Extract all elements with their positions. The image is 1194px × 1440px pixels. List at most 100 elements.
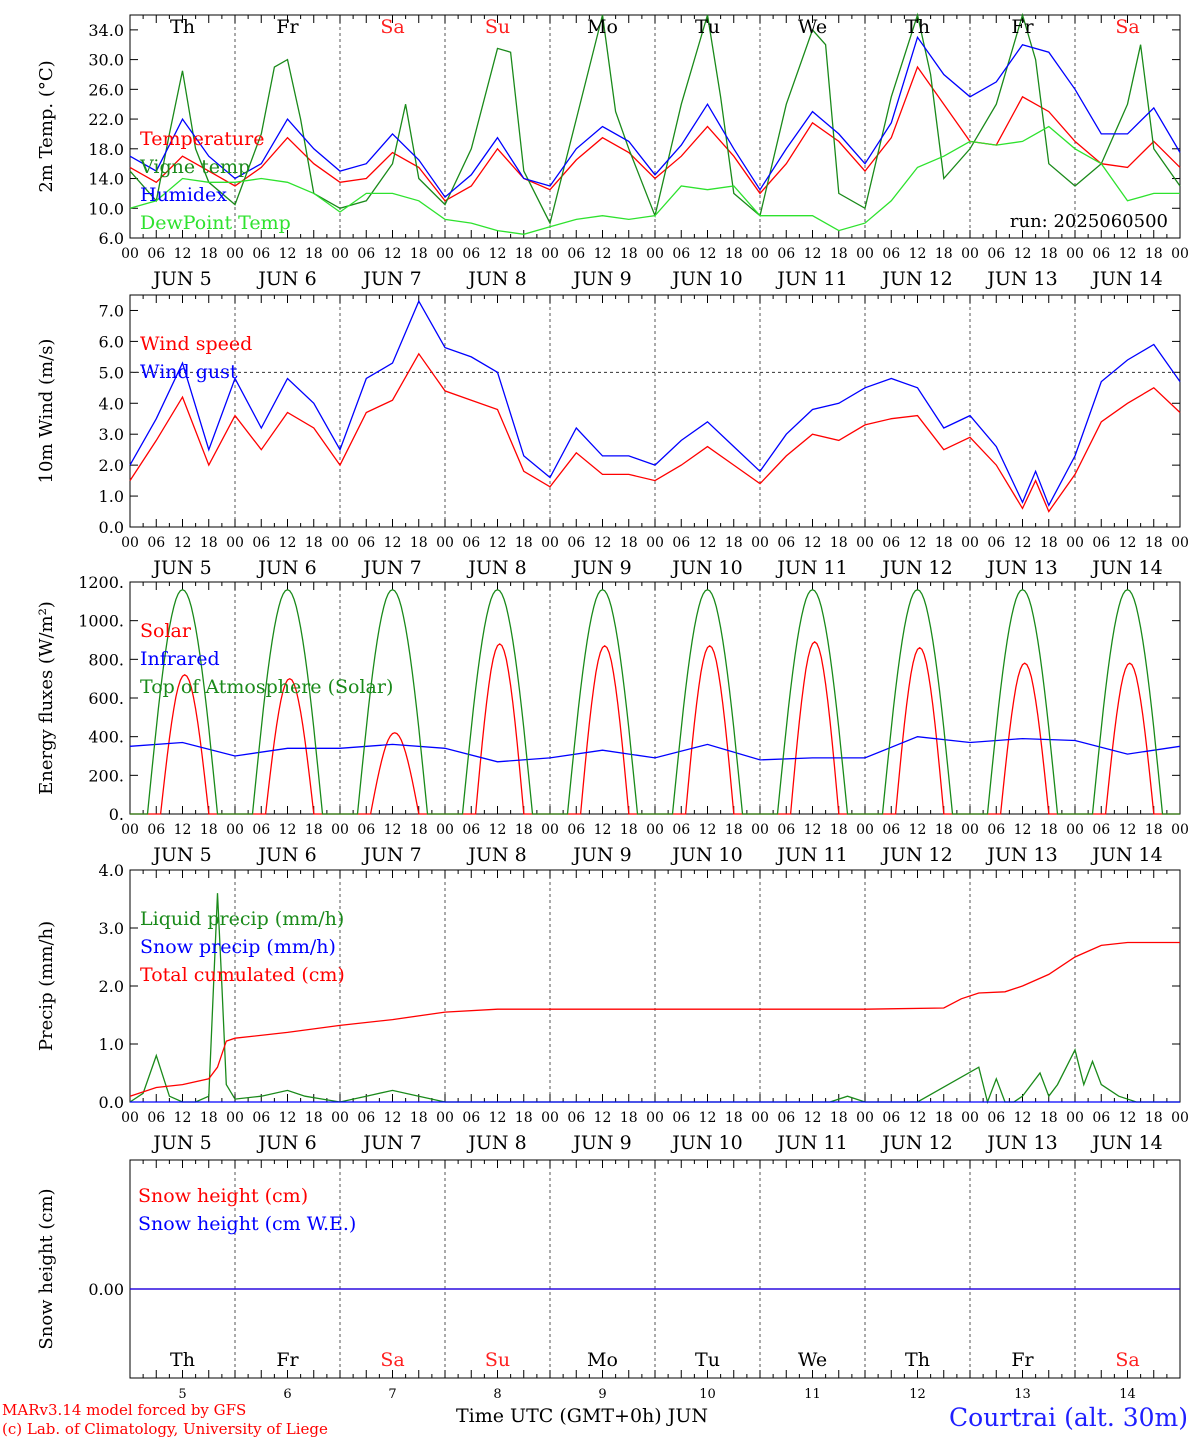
hour-tick-label: 06 xyxy=(147,535,165,551)
hour-tick-label: 00 xyxy=(331,535,349,551)
legend-entry: Top of Atmosphere (Solar) xyxy=(140,676,393,698)
y-tick-label: 7.0 xyxy=(99,301,124,320)
y-tick-label: 6.0 xyxy=(99,332,124,351)
hour-tick-label: 00 xyxy=(1171,246,1189,262)
hour-tick-label: 18 xyxy=(620,1110,638,1126)
hour-tick-label: 12 xyxy=(804,822,822,838)
weekday-label: Th xyxy=(170,1349,195,1371)
hour-tick-label: 12 xyxy=(699,246,717,262)
date-label: JUN 6 xyxy=(256,557,316,579)
hour-tick-label: 06 xyxy=(672,822,690,838)
weekday-label: Su xyxy=(485,1349,510,1371)
hour-tick-label: 06 xyxy=(567,535,585,551)
hour-tick-label: 00 xyxy=(121,246,139,262)
y-axis-label: Precip (mm/h) xyxy=(36,921,57,1051)
hour-tick-label: 18 xyxy=(1145,822,1163,838)
hour-tick-label: 00 xyxy=(961,822,979,838)
hour-tick-label: 12 xyxy=(699,535,717,551)
y-tick-label: 3.0 xyxy=(99,919,124,938)
hour-tick-label: 06 xyxy=(357,822,375,838)
hour-tick-label: 00 xyxy=(856,822,874,838)
hour-tick-label: 00 xyxy=(646,1110,664,1126)
weekday-label: Sa xyxy=(1115,1349,1139,1371)
hour-tick-label: 06 xyxy=(462,535,480,551)
weekday-label: Th xyxy=(170,16,195,38)
legend-entry: Vigne temp xyxy=(139,156,250,178)
weekday-label: Fr xyxy=(276,16,299,38)
hour-tick-label: 06 xyxy=(672,535,690,551)
hour-tick-label: 12 xyxy=(279,246,297,262)
y-tick-label: 0.0 xyxy=(99,1093,124,1112)
hour-tick-label: 12 xyxy=(1119,246,1137,262)
hour-tick-label: 18 xyxy=(725,1110,743,1126)
date-label: JUN 13 xyxy=(985,557,1057,579)
date-label: JUN 6 xyxy=(256,844,316,866)
hour-tick-label: 18 xyxy=(200,822,218,838)
series-line-humidex xyxy=(129,35,1181,199)
hour-tick-label: 06 xyxy=(882,1110,900,1126)
hour-tick-label: 00 xyxy=(226,1110,244,1126)
y-tick-label: 10.0 xyxy=(88,199,124,218)
hour-tick-label: 18 xyxy=(935,822,953,838)
hour-tick-label: 06 xyxy=(672,246,690,262)
hour-tick-label: 12 xyxy=(594,822,612,838)
hour-tick-label: 12 xyxy=(489,246,507,262)
hour-tick-label: 00 xyxy=(751,535,769,551)
hour-tick-label: 06 xyxy=(987,535,1005,551)
day-number-label: 9 xyxy=(598,1387,606,1402)
hour-tick-label: 12 xyxy=(1014,1110,1032,1126)
hour-tick-label: 12 xyxy=(909,1110,927,1126)
date-label: JUN 6 xyxy=(256,1132,316,1154)
y-tick-label: 2.0 xyxy=(99,977,124,996)
hour-tick-label: 00 xyxy=(961,246,979,262)
legend-entry: Wind speed xyxy=(140,333,252,355)
run-annotation: run: 2025060500 xyxy=(1010,211,1168,232)
date-label: JUN 12 xyxy=(880,268,952,290)
hour-tick-label: 06 xyxy=(1092,246,1110,262)
hour-tick-label: 00 xyxy=(541,822,559,838)
panel-4 xyxy=(129,1159,1181,1379)
hour-tick-label: 18 xyxy=(1040,246,1058,262)
hour-tick-label: 00 xyxy=(226,246,244,262)
y-tick-label: 30.0 xyxy=(88,51,124,70)
series-line-wind-speed xyxy=(129,352,1181,513)
legend-entry: Temperature xyxy=(140,128,264,150)
hour-tick-label: 06 xyxy=(882,822,900,838)
day-number-label: 5 xyxy=(178,1387,186,1402)
hour-tick-label: 18 xyxy=(620,535,638,551)
y-axis-label: 2m Temp. (°C) xyxy=(36,60,57,192)
hour-tick-label: 12 xyxy=(489,1110,507,1126)
hour-tick-label: 12 xyxy=(279,822,297,838)
hour-tick-label: 06 xyxy=(987,246,1005,262)
hour-tick-label: 00 xyxy=(1171,822,1189,838)
hour-tick-label: 18 xyxy=(200,246,218,262)
hour-tick-label: 06 xyxy=(357,1110,375,1126)
station-name: Courtrai (alt. 30m) xyxy=(949,1403,1188,1432)
hour-tick-label: 12 xyxy=(1119,1110,1137,1126)
legend-entry: Humidex xyxy=(140,184,227,206)
y-tick-label: 4.0 xyxy=(99,394,124,413)
date-label: JUN 14 xyxy=(1090,844,1162,866)
hour-tick-label: 00 xyxy=(436,246,454,262)
hour-tick-label: 18 xyxy=(515,535,533,551)
hour-tick-label: 18 xyxy=(410,822,428,838)
hour-tick-label: 12 xyxy=(279,535,297,551)
hour-tick-label: 06 xyxy=(147,822,165,838)
hour-tick-label: 12 xyxy=(174,822,192,838)
hour-tick-label: 12 xyxy=(1119,822,1137,838)
day-number-label: 6 xyxy=(283,1387,291,1402)
hour-tick-label: 18 xyxy=(830,1110,848,1126)
date-label: JUN 5 xyxy=(151,844,211,866)
hour-tick-label: 06 xyxy=(1092,1110,1110,1126)
hour-tick-label: 00 xyxy=(541,1110,559,1126)
hour-tick-label: 12 xyxy=(594,535,612,551)
hour-tick-label: 18 xyxy=(620,246,638,262)
hour-tick-label: 18 xyxy=(305,535,323,551)
date-label: JUN 9 xyxy=(571,557,631,579)
hour-tick-label: 12 xyxy=(1014,246,1032,262)
hour-tick-label: 06 xyxy=(252,822,270,838)
hour-tick-label: 18 xyxy=(1145,246,1163,262)
day-number-label: 12 xyxy=(909,1387,926,1402)
series-line-infrared xyxy=(129,736,1181,763)
